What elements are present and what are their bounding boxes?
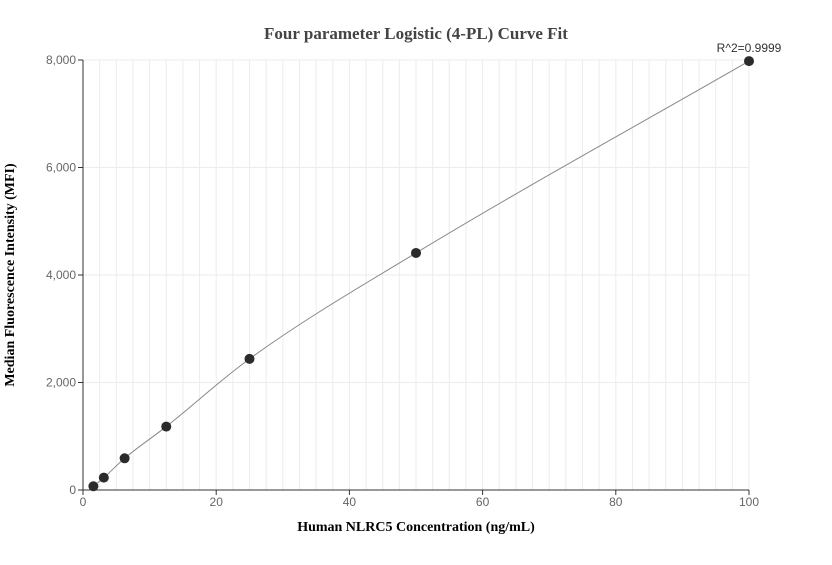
data-point	[98, 472, 109, 483]
x-tick-label: 60	[476, 495, 490, 509]
chart-title: Four parameter Logistic (4-PL) Curve Fit	[264, 24, 568, 43]
y-tick-label: 2,000	[46, 376, 76, 390]
y-tick-label: 4,000	[46, 268, 76, 282]
y-tick-label: 0	[69, 483, 76, 497]
x-axis-label: Human NLRC5 Concentration (ng/mL)	[297, 520, 535, 535]
y-axis-label: Median Fluorescence Intensity (MFI)	[3, 163, 18, 387]
fit-curve-group	[93, 60, 750, 487]
r-squared-annotation: R^2=0.9999	[717, 41, 782, 55]
x-tick-label: 40	[343, 495, 357, 509]
x-tick-label: 100	[739, 495, 759, 509]
fit-curve	[93, 60, 750, 487]
data-point	[161, 421, 172, 432]
data-point	[244, 353, 255, 364]
data-point	[744, 56, 754, 67]
y-tick-label: 8,000	[46, 53, 76, 67]
data-point	[88, 481, 99, 492]
x-tick-label: 80	[609, 495, 623, 509]
y-tick-label: 6,000	[46, 161, 76, 175]
data-points	[88, 56, 754, 492]
data-point	[411, 247, 421, 258]
ticks: 0 20 40 60 80 100 0 2,000 4,000 6,000 8,000	[46, 53, 759, 509]
x-tick-label: 20	[210, 495, 224, 509]
data-point	[119, 453, 130, 464]
grid	[83, 59, 750, 490]
x-tick-label: 0	[80, 495, 87, 509]
